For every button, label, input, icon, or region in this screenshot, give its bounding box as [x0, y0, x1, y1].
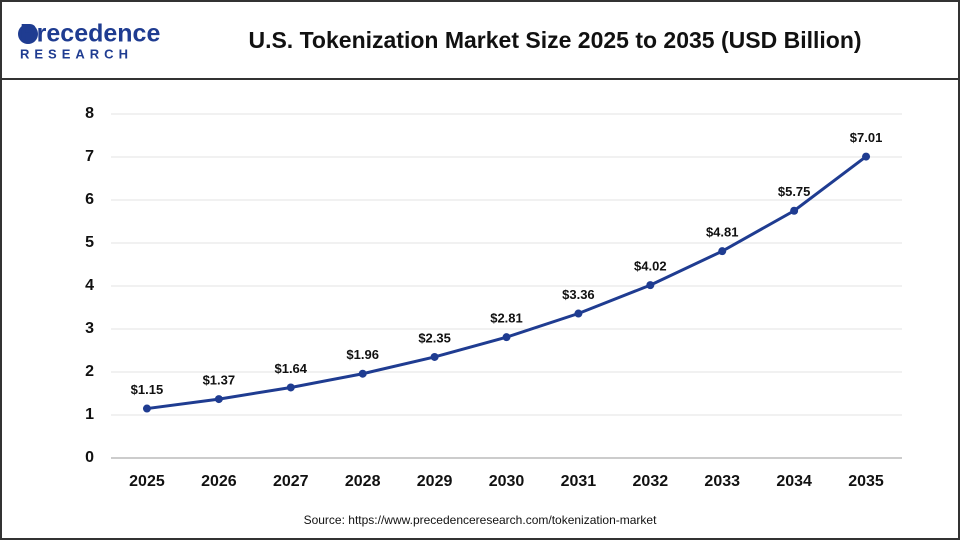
y-tick-label: 2	[85, 363, 94, 380]
point	[358, 369, 367, 378]
point	[718, 247, 727, 256]
y-tick-label: 8	[85, 105, 94, 122]
value-label: $1.64	[274, 361, 307, 376]
y-tick-label: 5	[85, 234, 94, 251]
y-tick-label: 7	[85, 148, 94, 165]
x-tick-label: 2028	[345, 473, 381, 490]
y-tick-label: 4	[85, 277, 94, 294]
value-label: $3.36	[562, 287, 595, 302]
value-label: $2.35	[418, 330, 451, 345]
y-tick-label: 6	[85, 191, 94, 208]
point	[862, 152, 871, 161]
value-label: $5.75	[778, 184, 811, 199]
x-tick-label: 2026	[201, 473, 237, 490]
point	[430, 352, 439, 361]
logo-tagline: RESEARCH	[20, 46, 133, 61]
x-tick-label: 2035	[848, 473, 884, 490]
x-tick-label: 2029	[417, 473, 453, 490]
x-tick-label: 2025	[129, 473, 165, 490]
value-label: $1.15	[131, 382, 164, 397]
value-label: $4.81	[706, 225, 739, 240]
point	[286, 383, 295, 392]
x-tick-label: 2033	[704, 473, 740, 490]
point	[646, 281, 655, 290]
value-label: $1.37	[203, 373, 236, 388]
x-tick-label: 2031	[561, 473, 597, 490]
logo-name: Precedence	[20, 20, 160, 48]
y-tick-label: 1	[85, 406, 94, 423]
point	[142, 404, 151, 413]
x-tick-label: 2034	[776, 473, 812, 490]
point	[790, 206, 799, 215]
value-label: $1.96	[346, 347, 379, 362]
value-label: $2.81	[490, 311, 523, 326]
value-label: $7.01	[850, 130, 883, 145]
logo-icon	[18, 24, 38, 44]
point	[574, 309, 583, 318]
point	[214, 395, 223, 404]
x-tick-label: 2027	[273, 473, 309, 490]
chart-title: U.S. Tokenization Market Size 2025 to 20…	[248, 27, 861, 53]
point	[502, 333, 511, 342]
x-tick-label: 2030	[489, 473, 525, 490]
y-tick-label: 0	[85, 449, 94, 466]
value-label: $4.02	[634, 259, 667, 274]
logo: Precedence RESEARCH	[18, 20, 160, 61]
x-tick-label: 2032	[633, 473, 669, 490]
y-tick-label: 3	[85, 320, 94, 337]
source: Source: https://www.precedenceresearch.c…	[304, 513, 657, 527]
